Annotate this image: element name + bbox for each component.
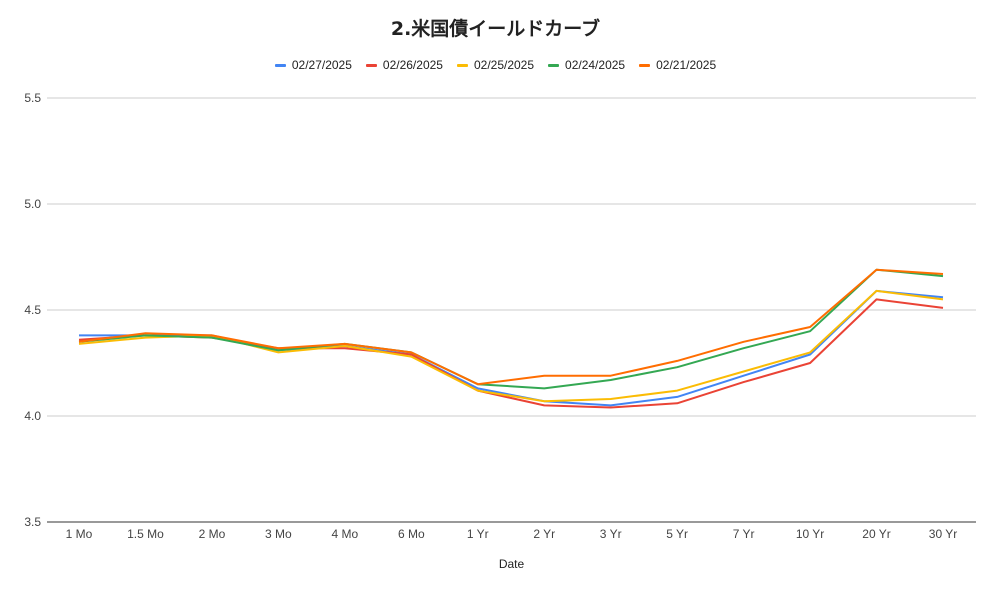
x-tick-label: 1 Mo (66, 527, 93, 541)
series-line (78, 268, 944, 390)
x-tick-label: 30 Yr (929, 527, 957, 541)
x-tick-label: 2 Mo (199, 527, 226, 541)
y-tick-label: 5.0 (24, 197, 41, 211)
x-tick-label: 3 Yr (600, 527, 622, 541)
legend-swatch (274, 63, 286, 67)
legend-item: 02/21/2025 (639, 58, 716, 72)
series-line (78, 289, 944, 403)
legend-label: 02/21/2025 (656, 58, 717, 72)
legend-swatch (548, 63, 560, 67)
y-tick-label: 4.0 (24, 409, 41, 423)
y-tick-label: 5.5 (24, 91, 41, 105)
legend-swatch (639, 63, 651, 67)
x-tick-label: 1.5 Mo (127, 527, 164, 541)
legend-swatch (365, 63, 377, 67)
legend-swatch (456, 63, 468, 67)
x-tick-label: 4 Mo (332, 527, 359, 541)
x-tick-label: 2 Yr (533, 527, 555, 541)
legend-label: 02/24/2025 (565, 58, 626, 72)
x-tick-label: 7 Yr (733, 527, 755, 541)
legend-label: 02/27/2025 (291, 58, 352, 72)
y-tick-label: 4.5 (24, 303, 41, 317)
legend-label: 02/26/2025 (382, 58, 443, 72)
y-tick-label: 3.5 (24, 515, 41, 529)
x-tick-label: 6 Mo (398, 527, 425, 541)
x-axis-title: Date (499, 557, 525, 571)
legend-label: 02/25/2025 (473, 58, 535, 72)
series-line (78, 268, 944, 386)
x-tick-label: 1 Yr (467, 527, 489, 541)
series-line (78, 298, 944, 409)
legend-item: 02/25/2025 (456, 58, 535, 72)
x-tick-label: 3 Mo (265, 527, 292, 541)
chart-legend: 02/27/2025 02/26/2025 02/25/2025 02/24/2025… (0, 58, 991, 72)
legend-item: 02/26/2025 (365, 58, 443, 72)
chart-title: 2.米国債イールドカーブ (390, 18, 601, 40)
x-tick-label: 5 Yr (666, 527, 688, 541)
x-tick-label: 20 Yr (862, 527, 890, 541)
legend-item: 02/24/2025 (548, 58, 625, 72)
x-tick-label: 10 Yr (796, 527, 824, 541)
legend-item: 02/27/2025 (274, 58, 352, 72)
